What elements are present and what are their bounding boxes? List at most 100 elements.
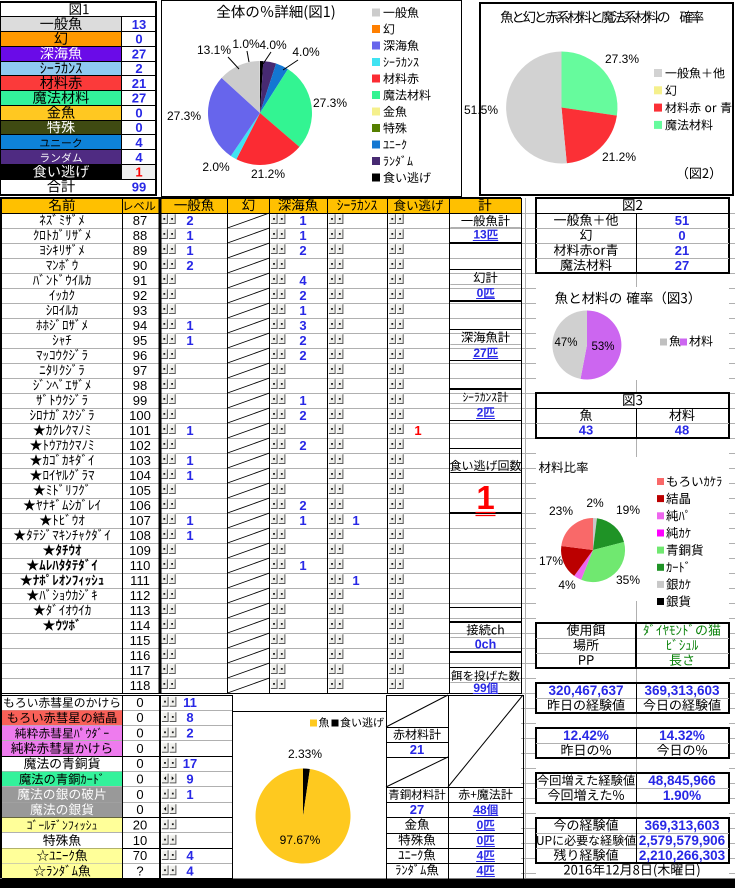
svg-text:92: 92 <box>133 288 147 303</box>
svg-text:0: 0 <box>136 710 143 725</box>
svg-text:4: 4 <box>477 864 484 878</box>
svg-text:4: 4 <box>186 864 194 879</box>
svg-text:1: 1 <box>299 558 306 573</box>
svg-text:1: 1 <box>186 243 193 258</box>
svg-text:98: 98 <box>133 378 147 393</box>
svg-text:0: 0 <box>136 787 143 802</box>
svg-text:9: 9 <box>186 772 193 787</box>
svg-text:2.33%: 2.33% <box>288 747 322 761</box>
svg-text:103: 103 <box>129 453 151 468</box>
svg-text:0: 0 <box>678 228 685 243</box>
svg-text:14.32%: 14.32% <box>659 728 705 743</box>
svg-text:2: 2 <box>299 348 306 363</box>
svg-text:0: 0 <box>136 726 143 741</box>
svg-text:105: 105 <box>129 483 151 498</box>
svg-text:1: 1 <box>299 513 306 528</box>
svg-text:0: 0 <box>477 834 484 848</box>
svg-text:0: 0 <box>136 695 143 710</box>
svg-text:102: 102 <box>129 438 151 453</box>
svg-text:21: 21 <box>410 742 424 757</box>
svg-text:1: 1 <box>299 228 306 243</box>
svg-text:1: 1 <box>186 453 193 468</box>
svg-text:2: 2 <box>299 288 306 303</box>
svg-text:104: 104 <box>129 468 151 483</box>
svg-text:17: 17 <box>183 756 197 771</box>
svg-text:4: 4 <box>477 849 484 863</box>
svg-text:35%: 35% <box>616 573 640 587</box>
svg-text:4.0%: 4.0% <box>259 38 287 52</box>
svg-text:2: 2 <box>299 408 306 423</box>
svg-text:21.2%: 21.2% <box>602 150 636 164</box>
svg-text:99: 99 <box>473 681 487 695</box>
svg-text:8: 8 <box>186 710 193 725</box>
svg-text:1: 1 <box>186 513 193 528</box>
svg-text:2: 2 <box>477 405 484 419</box>
svg-text:110: 110 <box>130 558 151 573</box>
svg-text:369,313,603: 369,313,603 <box>644 818 720 833</box>
svg-text:97.67%: 97.67% <box>280 833 321 847</box>
svg-text:117: 117 <box>130 663 151 678</box>
svg-text:2: 2 <box>135 61 142 76</box>
svg-text:1: 1 <box>186 228 193 243</box>
svg-text:3: 3 <box>299 318 306 333</box>
svg-text:2: 2 <box>299 438 306 453</box>
svg-text:1.0%: 1.0% <box>232 37 260 51</box>
svg-text:0: 0 <box>477 286 484 300</box>
svg-text:0: 0 <box>135 120 142 135</box>
svg-text:113: 113 <box>130 603 151 618</box>
svg-text:1: 1 <box>186 333 193 348</box>
svg-text:23%: 23% <box>549 504 573 518</box>
svg-text:27: 27 <box>675 258 689 273</box>
svg-text:4: 4 <box>135 150 143 165</box>
svg-text:89: 89 <box>133 243 147 258</box>
svg-text:10: 10 <box>133 833 147 848</box>
svg-text:51.5%: 51.5% <box>464 103 498 117</box>
svg-text:13.1%: 13.1% <box>197 43 231 57</box>
svg-text:2: 2 <box>299 243 306 258</box>
svg-text:112: 112 <box>130 588 151 603</box>
svg-text:2.0%: 2.0% <box>202 160 230 174</box>
svg-text:0: 0 <box>136 772 143 787</box>
svg-text:48,845,966: 48,845,966 <box>648 773 716 788</box>
svg-text:70: 70 <box>133 848 147 863</box>
svg-text:108: 108 <box>129 528 151 543</box>
svg-text:1: 1 <box>299 303 306 318</box>
svg-text:27: 27 <box>473 346 487 360</box>
svg-text:369,313,603: 369,313,603 <box>644 683 720 698</box>
svg-text:48: 48 <box>675 423 689 438</box>
svg-text:43: 43 <box>579 423 593 438</box>
svg-text:1: 1 <box>299 393 306 408</box>
svg-text:4: 4 <box>135 135 143 150</box>
svg-text:111: 111 <box>130 573 150 588</box>
svg-text:1: 1 <box>352 513 359 528</box>
svg-text:0: 0 <box>477 818 484 832</box>
svg-text:1: 1 <box>352 573 359 588</box>
svg-text:1: 1 <box>186 468 193 483</box>
svg-text:20: 20 <box>133 818 147 833</box>
svg-text:4.0%: 4.0% <box>292 45 320 59</box>
svg-text:0: 0 <box>135 106 142 121</box>
svg-text:53%: 53% <box>591 341 614 353</box>
svg-text:1.90%: 1.90% <box>663 788 701 803</box>
svg-text:2: 2 <box>299 498 306 513</box>
svg-text:27.3%: 27.3% <box>313 96 347 110</box>
svg-text:118: 118 <box>130 678 151 693</box>
svg-text:27: 27 <box>132 46 146 61</box>
svg-text:116: 116 <box>130 648 151 663</box>
svg-text:2,210,266,303: 2,210,266,303 <box>639 848 726 863</box>
svg-text:91: 91 <box>133 273 147 288</box>
svg-text:21: 21 <box>675 243 689 258</box>
svg-text:?: ? <box>136 864 143 879</box>
svg-text:11: 11 <box>183 695 197 710</box>
svg-text:1: 1 <box>186 318 193 333</box>
svg-text:19%: 19% <box>616 503 640 517</box>
svg-text:101: 101 <box>129 423 151 438</box>
svg-text:1: 1 <box>476 479 494 516</box>
svg-text:27.3%: 27.3% <box>167 109 201 123</box>
svg-text:99: 99 <box>133 393 147 408</box>
svg-text:1: 1 <box>186 423 193 438</box>
svg-text:0: 0 <box>136 756 143 771</box>
svg-text:12.42%: 12.42% <box>563 728 609 743</box>
svg-text:2,579,579,906: 2,579,579,906 <box>639 833 726 848</box>
svg-text:107: 107 <box>129 513 151 528</box>
